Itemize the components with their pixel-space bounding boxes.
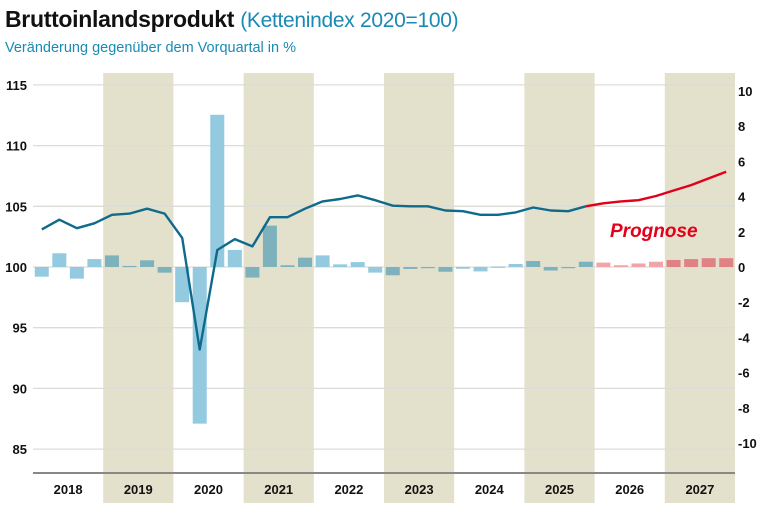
bar [87,259,102,267]
x-tick-label: 2026 [615,482,644,497]
bar [491,266,506,268]
x-tick-label: 2019 [124,482,153,497]
x-tick-label: 2025 [545,482,574,497]
year-band-2023 [384,73,455,503]
bar [350,262,365,267]
right-tick-label: -8 [738,401,750,416]
bar [140,260,155,267]
bar [227,249,242,267]
bar [649,261,664,267]
bar [157,267,172,273]
forecast-line [585,170,727,208]
bar [385,267,400,276]
bar [52,253,67,267]
bar [543,267,558,271]
bar [473,267,488,272]
year-band-2019 [103,73,174,503]
bar [122,265,137,268]
x-tick-label: 2023 [405,482,434,497]
title-main: Bruttoinlandsprodukt [5,6,235,32]
bar [438,267,453,272]
bar [34,267,49,277]
bar [245,267,260,278]
right-tick-label: 8 [738,119,745,134]
bar [262,225,277,267]
right-tick-label: 0 [738,260,745,275]
x-tick-label: 2020 [194,482,223,497]
bar [403,267,418,269]
right-tick-label: 6 [738,154,745,169]
right-tick-label: 2 [738,225,745,240]
bar [613,265,628,267]
bar [455,267,470,269]
bar [719,258,734,267]
bar [104,255,119,267]
left-tick-label: 115 [6,78,27,93]
left-tick-label: 95 [13,321,27,336]
right-tick-label: -10 [738,436,757,451]
bar [420,267,435,269]
left-tick-label: 105 [5,199,27,214]
bar [701,258,716,267]
title-suffix: (Kettenindex 2020=100) [240,9,459,32]
left-tick-label: 85 [13,442,27,457]
bar [508,264,523,267]
bar [298,257,313,267]
bar [561,267,576,269]
x-tick-label: 2027 [685,482,714,497]
bar [578,261,593,267]
bar [333,264,348,267]
right-tick-label: 10 [738,84,752,99]
right-tick-label: 4 [738,190,746,205]
x-tick-label: 2024 [475,482,505,497]
bar [631,263,646,267]
bar [175,267,190,303]
x-tick-label: 2018 [54,482,83,497]
bar [368,267,383,273]
year-band-2021 [243,73,314,503]
bar [315,255,330,267]
chart-title: Bruttoinlandsprodukt (Kettenindex 2020=1… [5,6,459,33]
left-tick-label: 100 [5,260,27,275]
bar [526,261,541,267]
bar [69,267,84,279]
forecast-label: Prognose [610,221,698,242]
right-tick-label: -4 [738,330,750,345]
year-band-2027 [664,73,735,503]
index-line [41,194,587,351]
bar [280,265,295,267]
bar [596,262,611,267]
x-tick-label: 2021 [264,482,293,497]
left-tick-label: 110 [6,139,27,154]
x-tick-label: 2022 [334,482,363,497]
right-tick-label: -2 [738,295,750,310]
chart-subtitle: Veränderung gegenüber dem Vorquartal in … [5,40,297,56]
right-tick-label: -6 [738,366,750,381]
year-band-2025 [524,73,595,503]
left-tick-label: 90 [13,381,27,396]
bar [684,259,699,267]
bar [210,114,225,267]
bar [666,259,681,267]
